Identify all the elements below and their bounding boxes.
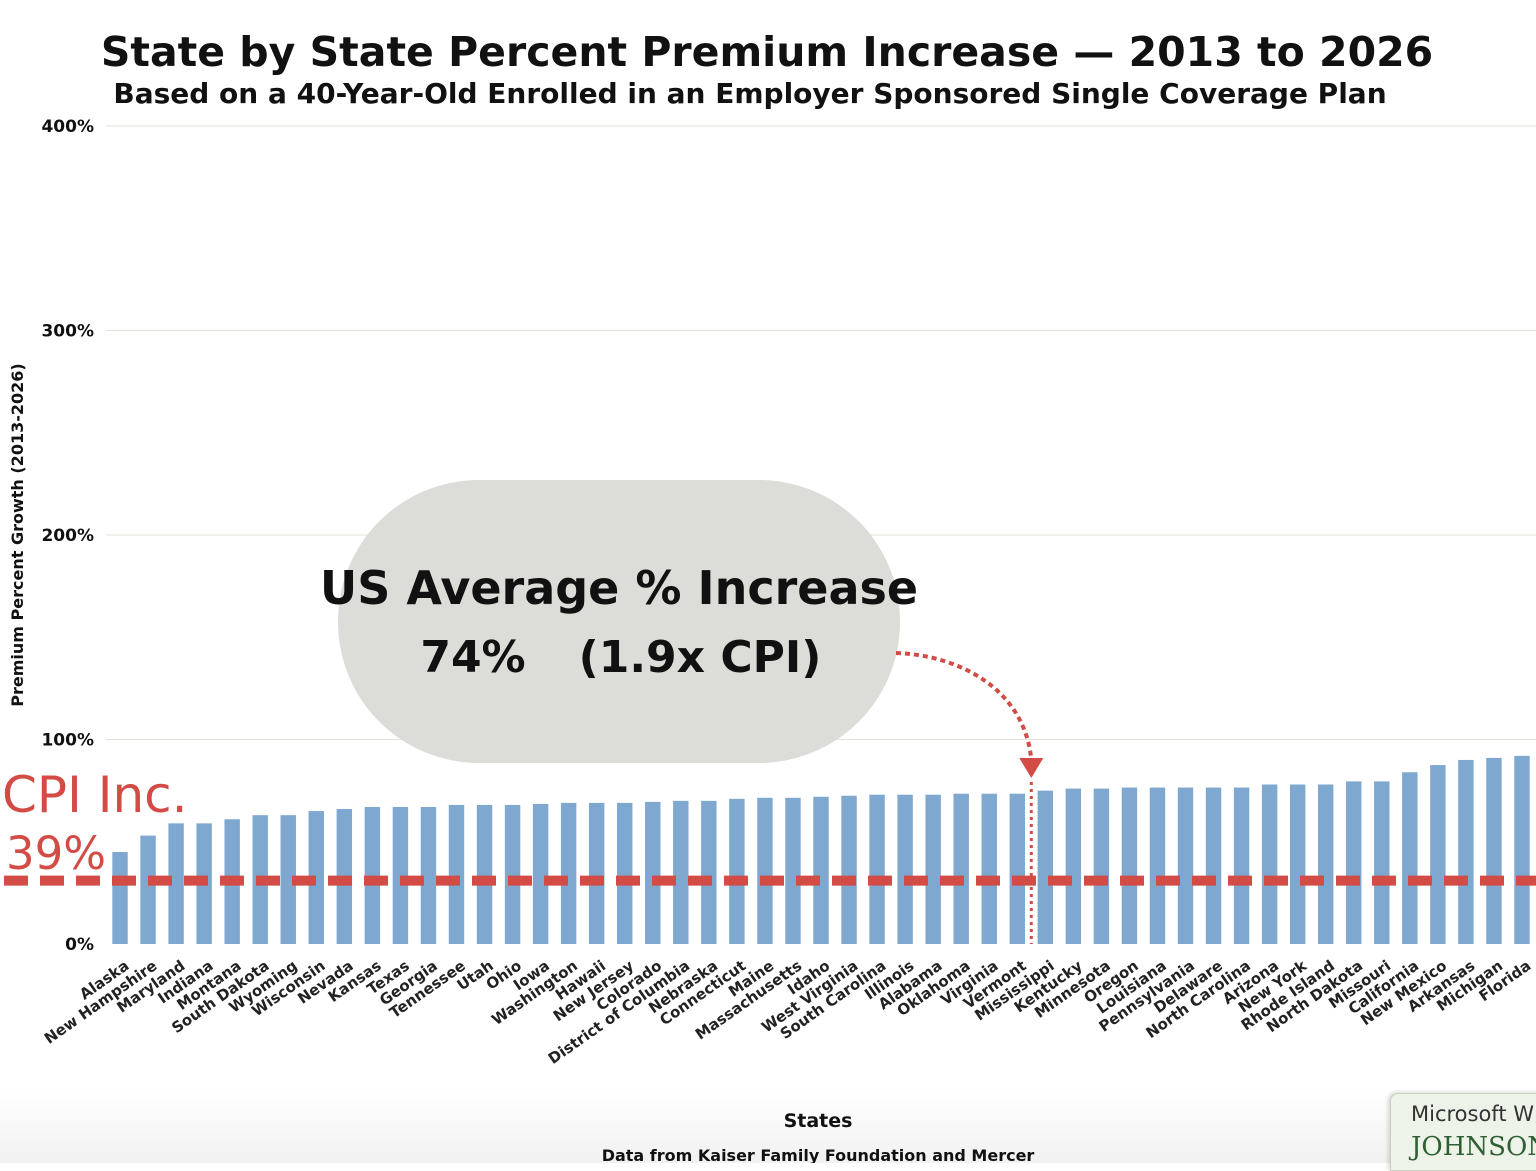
bar — [392, 806, 409, 944]
bar — [645, 801, 661, 944]
bar — [701, 800, 717, 944]
bar — [560, 802, 577, 944]
bar — [280, 815, 296, 944]
bar — [841, 795, 857, 944]
bar — [673, 800, 689, 944]
bar — [897, 794, 913, 944]
y-tick-label: 400% — [41, 117, 94, 137]
bar — [1121, 787, 1138, 944]
cpi-value-label: 39% — [6, 827, 106, 880]
bars — [112, 755, 1530, 944]
bar — [1093, 788, 1110, 944]
bar — [1374, 781, 1390, 944]
bar — [532, 803, 549, 944]
bar — [140, 835, 156, 944]
bar — [1430, 765, 1446, 944]
y-tick-label: 300% — [41, 322, 94, 342]
bar — [448, 804, 465, 944]
bar — [925, 794, 941, 944]
bar — [1009, 793, 1025, 944]
bar — [1065, 788, 1082, 944]
y-tick-label: 200% — [41, 526, 94, 546]
y-tick-label: 100% — [41, 731, 94, 751]
callout-arrow — [895, 651, 1034, 761]
bar — [420, 806, 437, 944]
bar — [1514, 755, 1530, 944]
bar — [1149, 787, 1166, 944]
bar — [1346, 781, 1362, 944]
bar — [1205, 787, 1222, 944]
chart-title: State by State Percent Premium Increase … — [101, 28, 1433, 76]
bar — [1037, 790, 1054, 944]
bar — [1289, 784, 1306, 944]
chart-subtitle: Based on a 40-Year-Old Enrolled in an Em… — [113, 77, 1386, 110]
cpi-label: CPI Inc. — [2, 766, 188, 824]
bar — [729, 798, 745, 944]
popup-app-name: Microsoft W — [1411, 1102, 1535, 1126]
bar — [364, 806, 381, 944]
callout-cpi-ratio: (1.9x CPI) — [579, 632, 822, 683]
bottom-bar — [0, 1090, 1536, 1163]
callout-arrowhead — [1019, 758, 1044, 778]
notification-popup[interactable]: Microsoft W JOHNSON — [1390, 1093, 1536, 1171]
bar — [504, 804, 521, 944]
callout-average-value: 74% — [420, 632, 525, 683]
bar — [1233, 787, 1250, 944]
bar — [168, 823, 184, 944]
bar — [953, 793, 969, 944]
bar — [869, 794, 885, 944]
callout-title: US Average % Increase — [320, 561, 918, 615]
bar — [617, 802, 633, 944]
bar — [476, 804, 493, 944]
bar — [1177, 787, 1194, 944]
bar — [785, 797, 801, 944]
bar — [308, 811, 325, 944]
bar — [588, 802, 605, 944]
bar — [1486, 757, 1502, 944]
bar — [981, 793, 997, 944]
bar — [757, 797, 773, 944]
bar — [112, 851, 128, 944]
callout-bubble — [338, 480, 900, 763]
popup-brand-name: JOHNSON — [1411, 1132, 1536, 1162]
bar — [1261, 784, 1278, 944]
bar — [1402, 772, 1418, 944]
y-axis-ticks: 0% 100% 200% 300% 400% — [41, 117, 94, 955]
bar — [1458, 759, 1474, 944]
y-tick-label: 0% — [65, 935, 94, 955]
bar — [1317, 784, 1334, 944]
bar — [813, 796, 829, 944]
y-axis-label: Premium Percent Growth (2013-2026) — [8, 363, 27, 706]
